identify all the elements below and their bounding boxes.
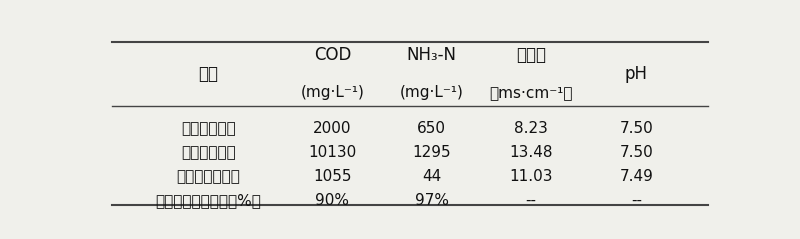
Text: 稳定塘渗滤液: 稳定塘渗滤液 (181, 121, 236, 136)
Text: NH₃-N: NH₃-N (406, 46, 457, 64)
Text: 44: 44 (422, 169, 442, 184)
Text: 回灌浓缩液去除率（%）: 回灌浓缩液去除率（%） (155, 193, 262, 208)
Text: pH: pH (625, 65, 648, 83)
Text: 7.50: 7.50 (619, 145, 653, 160)
Text: COD: COD (314, 46, 351, 64)
Text: 1055: 1055 (314, 169, 352, 184)
Text: 项目: 项目 (198, 65, 218, 83)
Text: 10130: 10130 (308, 145, 357, 160)
Text: 8.23: 8.23 (514, 121, 548, 136)
Text: (mg·L⁻¹): (mg·L⁻¹) (400, 85, 464, 100)
Text: 90%: 90% (315, 193, 350, 208)
Text: 膜分离浓缩液: 膜分离浓缩液 (181, 145, 236, 160)
Text: 13.48: 13.48 (509, 145, 553, 160)
Text: 2000: 2000 (314, 121, 352, 136)
Text: （ms·cm⁻¹）: （ms·cm⁻¹） (489, 85, 573, 100)
Text: 1295: 1295 (412, 145, 451, 160)
Text: --: -- (630, 193, 642, 208)
Text: 回灌处理后出水: 回灌处理后出水 (177, 169, 241, 184)
Text: 97%: 97% (414, 193, 449, 208)
Text: 650: 650 (418, 121, 446, 136)
Text: (mg·L⁻¹): (mg·L⁻¹) (301, 85, 365, 100)
Text: --: -- (526, 193, 536, 208)
Text: 7.50: 7.50 (619, 121, 653, 136)
Text: 7.49: 7.49 (619, 169, 654, 184)
Text: 11.03: 11.03 (509, 169, 553, 184)
Text: 电导率: 电导率 (516, 46, 546, 64)
